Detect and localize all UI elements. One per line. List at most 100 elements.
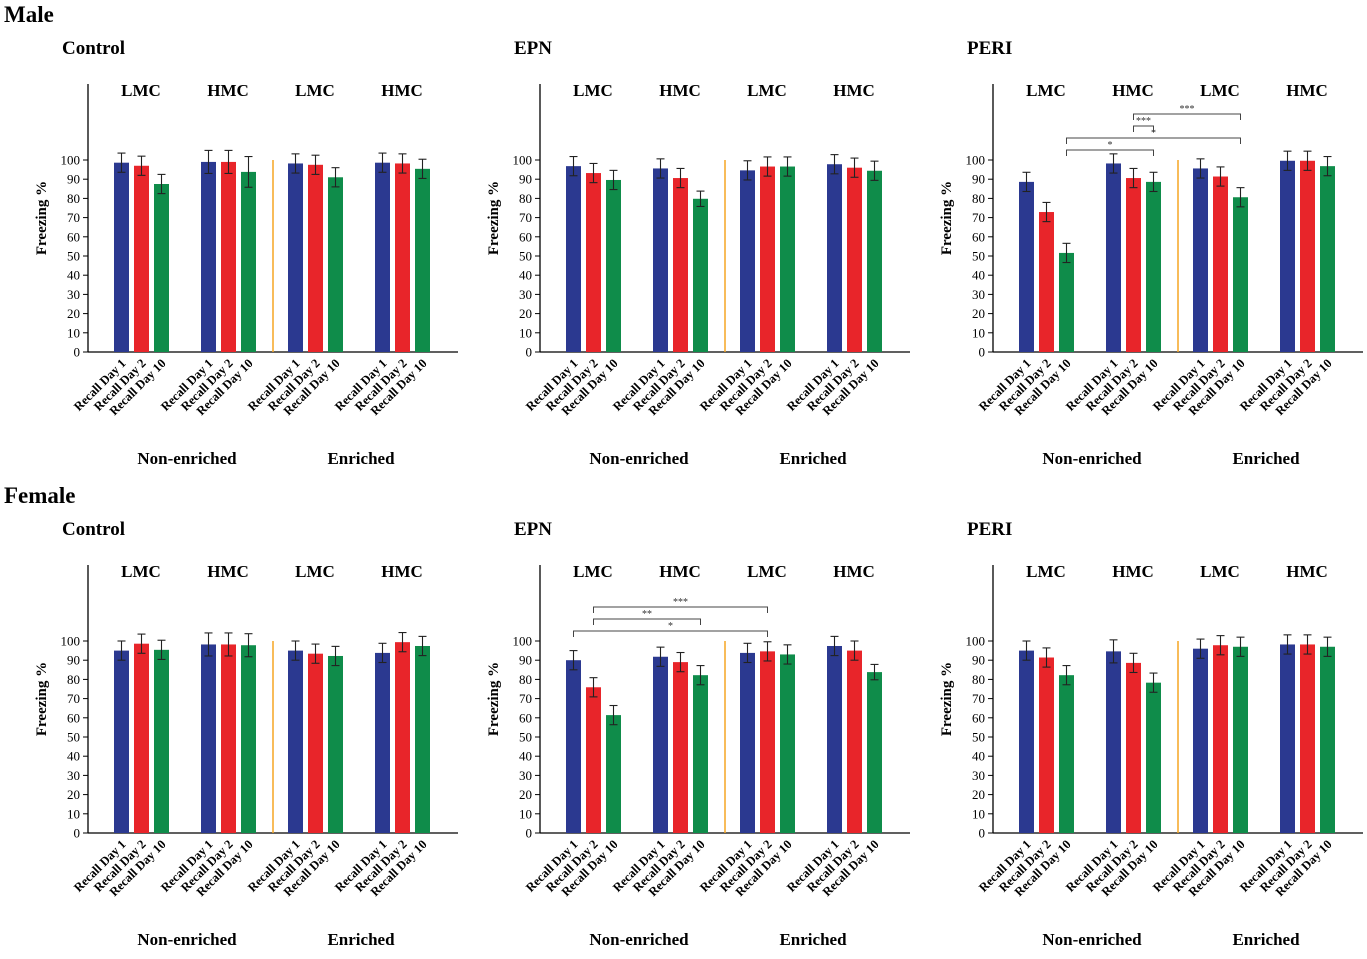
group-label: HMC (207, 81, 249, 100)
y-tick-label: 10 (67, 806, 80, 821)
y-tick-label: 40 (67, 268, 80, 283)
group-label: LMC (573, 562, 613, 581)
bar (375, 652, 390, 833)
y-axis-label: Freezing % (939, 181, 955, 255)
bar (1106, 651, 1121, 833)
bar (1233, 646, 1248, 833)
bar (673, 178, 688, 352)
condition-label: Non-enriched (137, 930, 237, 949)
bar (1146, 682, 1161, 833)
bar (1059, 675, 1074, 833)
group-label: HMC (1286, 81, 1328, 100)
y-tick-label: 20 (67, 787, 80, 802)
chart-panel-male-epn: EPN 0 10 20 30 40 50 60 70 80 90 100 Freezing % LMC H… (452, 0, 910, 478)
y-tick-label: 90 (972, 653, 985, 668)
bar (827, 164, 842, 352)
panel-title: PERI (967, 38, 1013, 59)
group-label: HMC (1112, 81, 1154, 100)
y-tick-label: 10 (67, 325, 80, 340)
bar (288, 163, 303, 352)
chart-panel-female-peri: PERI 0 10 20 30 40 50 60 70 80 90 100 Freezing % LMC… (905, 481, 1363, 959)
y-tick-label: 40 (972, 749, 985, 764)
bar (308, 653, 323, 833)
y-tick-label: 0 (74, 345, 81, 360)
y-tick-label: 60 (519, 229, 532, 244)
y-axis-label: Freezing % (939, 662, 955, 736)
y-tick-label: 40 (519, 749, 532, 764)
bar (1213, 176, 1228, 352)
bar (780, 654, 795, 833)
significance-bracket (573, 630, 768, 637)
bar (1106, 163, 1121, 352)
y-tick-label: 50 (519, 730, 532, 745)
condition-label: Enriched (779, 449, 847, 468)
y-tick-label: 70 (972, 210, 985, 225)
significance-label: * (668, 621, 673, 632)
y-tick-label: 30 (972, 768, 985, 783)
y-tick-label: 70 (519, 210, 532, 225)
y-tick-label: 80 (67, 672, 80, 687)
y-tick-label: 0 (979, 826, 986, 841)
section-title-female: Female (4, 483, 76, 508)
bar (760, 651, 775, 833)
bar (288, 650, 303, 833)
y-tick-label: 50 (519, 249, 532, 264)
bar-chart: 0 10 20 30 40 50 60 70 80 90 100 Freezing % LMC HMC LM… (34, 562, 458, 949)
bar (586, 687, 601, 833)
group-label: LMC (295, 562, 335, 581)
bar (1039, 212, 1054, 352)
condition-label: Enriched (1232, 930, 1300, 949)
group-label: LMC (1026, 562, 1066, 581)
bar (760, 166, 775, 352)
y-tick-label: 100 (61, 634, 81, 649)
y-tick-label: 60 (67, 710, 80, 725)
significance-bracket (1133, 113, 1241, 120)
bar (566, 166, 581, 352)
y-tick-label: 90 (67, 653, 80, 668)
bar (201, 161, 216, 352)
bar (693, 675, 708, 833)
y-tick-label: 30 (519, 768, 532, 783)
bar (395, 642, 410, 833)
bar (693, 198, 708, 352)
y-tick-label: 80 (972, 672, 985, 687)
y-axis-label: Freezing % (486, 181, 502, 255)
significance-bracket (1133, 125, 1154, 132)
condition-label: Enriched (1232, 449, 1300, 468)
significance-bracket (1066, 149, 1154, 156)
y-tick-label: 90 (519, 653, 532, 668)
y-tick-label: 30 (67, 768, 80, 783)
y-tick-label: 100 (966, 153, 986, 168)
y-tick-label: 20 (67, 306, 80, 321)
y-tick-label: 50 (67, 249, 80, 264)
bar (847, 650, 862, 833)
y-tick-label: 10 (519, 806, 532, 821)
group-label: HMC (659, 81, 701, 100)
y-tick-label: 0 (526, 826, 533, 841)
bar (395, 163, 410, 352)
group-label: HMC (659, 562, 701, 581)
bar (1126, 178, 1141, 352)
condition-label: Non-enriched (1042, 449, 1142, 468)
condition-label: Non-enriched (137, 449, 237, 468)
bar (867, 170, 882, 352)
y-axis-label: Freezing % (34, 662, 50, 736)
bar-chart: 0 10 20 30 40 50 60 70 80 90 100 Freezing % LMC HMC LM… (939, 562, 1363, 949)
bar (606, 715, 621, 833)
significance-bracket (593, 606, 768, 613)
significance-label: *** (1136, 116, 1151, 127)
group-label: LMC (747, 562, 787, 581)
bar (653, 656, 668, 833)
bar (606, 179, 621, 352)
significance-label: * (1108, 140, 1113, 151)
bar (134, 165, 149, 352)
group-label: HMC (381, 562, 423, 581)
bar (740, 652, 755, 833)
panel-title: EPN (514, 38, 552, 59)
group-label: LMC (121, 562, 161, 581)
bar (134, 643, 149, 833)
panel-title: EPN (514, 519, 552, 540)
y-axis-label: Freezing % (486, 662, 502, 736)
bar (241, 171, 256, 352)
group-label: LMC (573, 81, 613, 100)
